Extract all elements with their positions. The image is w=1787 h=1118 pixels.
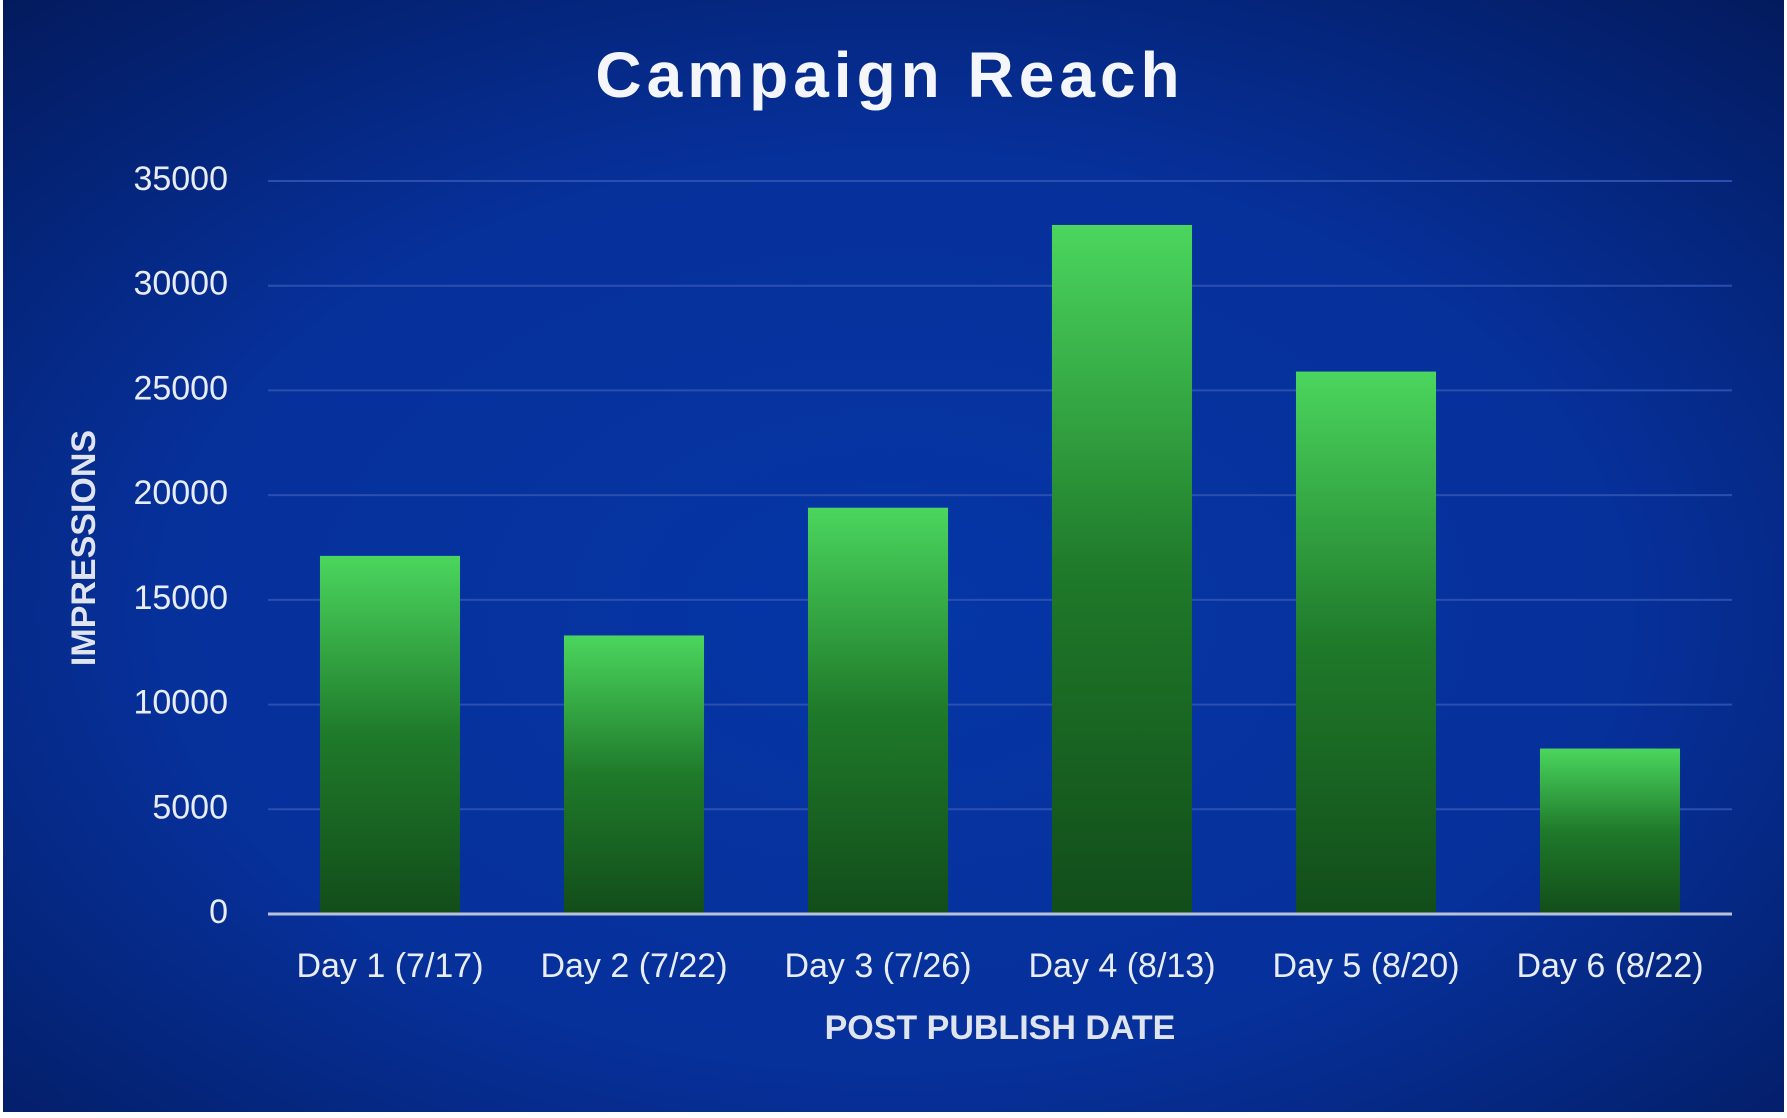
bar	[563, 635, 705, 914]
x-tick-label: Day 5 (8/20)	[1272, 947, 1459, 985]
y-tick-label: 5000	[152, 788, 228, 826]
bar	[1295, 371, 1437, 915]
y-tick-label: 30000	[133, 265, 228, 303]
x-tick-label: Day 4 (8/13)	[1028, 947, 1215, 985]
y-tick-label: 25000	[133, 369, 228, 407]
x-tick-label: Day 3 (7/26)	[784, 947, 971, 985]
y-tick-label: 35000	[133, 160, 228, 198]
x-tick-label: Day 6 (8/22)	[1516, 947, 1703, 985]
y-tick-label: 10000	[133, 684, 228, 722]
y-tick-label: 15000	[133, 579, 228, 617]
x-tick-label: Day 2 (7/22)	[540, 947, 727, 985]
bar	[1539, 748, 1681, 914]
y-axis-title: IMPRESSIONS	[65, 430, 103, 666]
bar	[319, 555, 461, 914]
bar	[807, 507, 949, 914]
bar	[1051, 224, 1193, 915]
x-tick-label: Day 1 (7/17)	[296, 947, 483, 985]
y-tick-label: 20000	[133, 474, 228, 512]
x-axis-title: POST PUBLISH DATE	[825, 1009, 1176, 1047]
chart-title: Campaign Reach	[595, 39, 1184, 111]
y-tick-label: 0	[209, 893, 228, 931]
